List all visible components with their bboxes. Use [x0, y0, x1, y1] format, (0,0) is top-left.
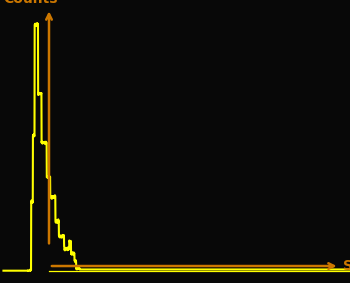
Text: Seconds: Seconds — [343, 259, 350, 273]
Text: Counts: Counts — [4, 0, 58, 6]
